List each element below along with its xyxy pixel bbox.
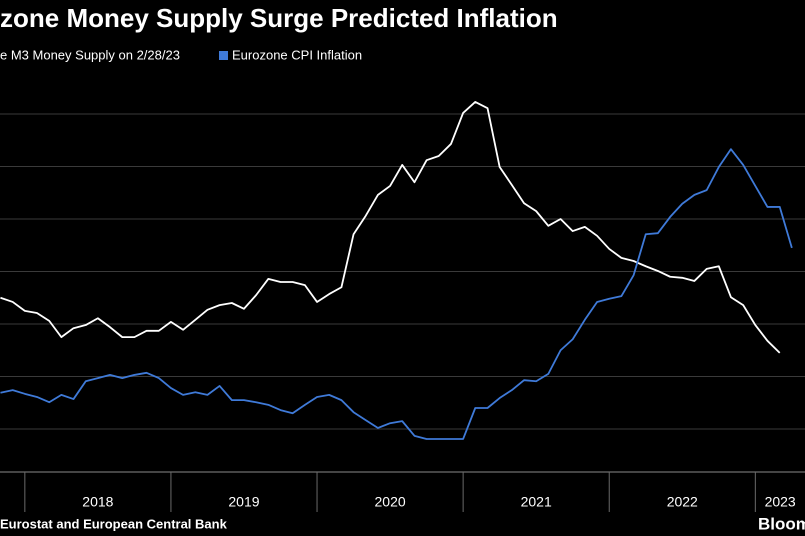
x-tick-label: 2020 — [375, 494, 406, 510]
legend-swatch — [219, 51, 228, 60]
x-tick-label: 2019 — [228, 494, 259, 510]
legend-label: e M3 Money Supply on 2/28/23 — [0, 47, 180, 62]
source: Eurostat and European Central Bank — [0, 516, 228, 531]
x-tick-label: 2023 — [765, 494, 796, 510]
x-tick-label: 2021 — [521, 494, 552, 510]
x-tick-label: 2018 — [82, 494, 113, 510]
x-tick-label: 2022 — [667, 494, 698, 510]
legend-label: Eurozone CPI Inflation — [232, 47, 362, 62]
line-series — [0, 148, 793, 440]
brand: Bloom — [758, 514, 805, 533]
chart-title: zone Money Supply Surge Predicted Inflat… — [0, 3, 558, 33]
line-series — [0, 101, 781, 354]
